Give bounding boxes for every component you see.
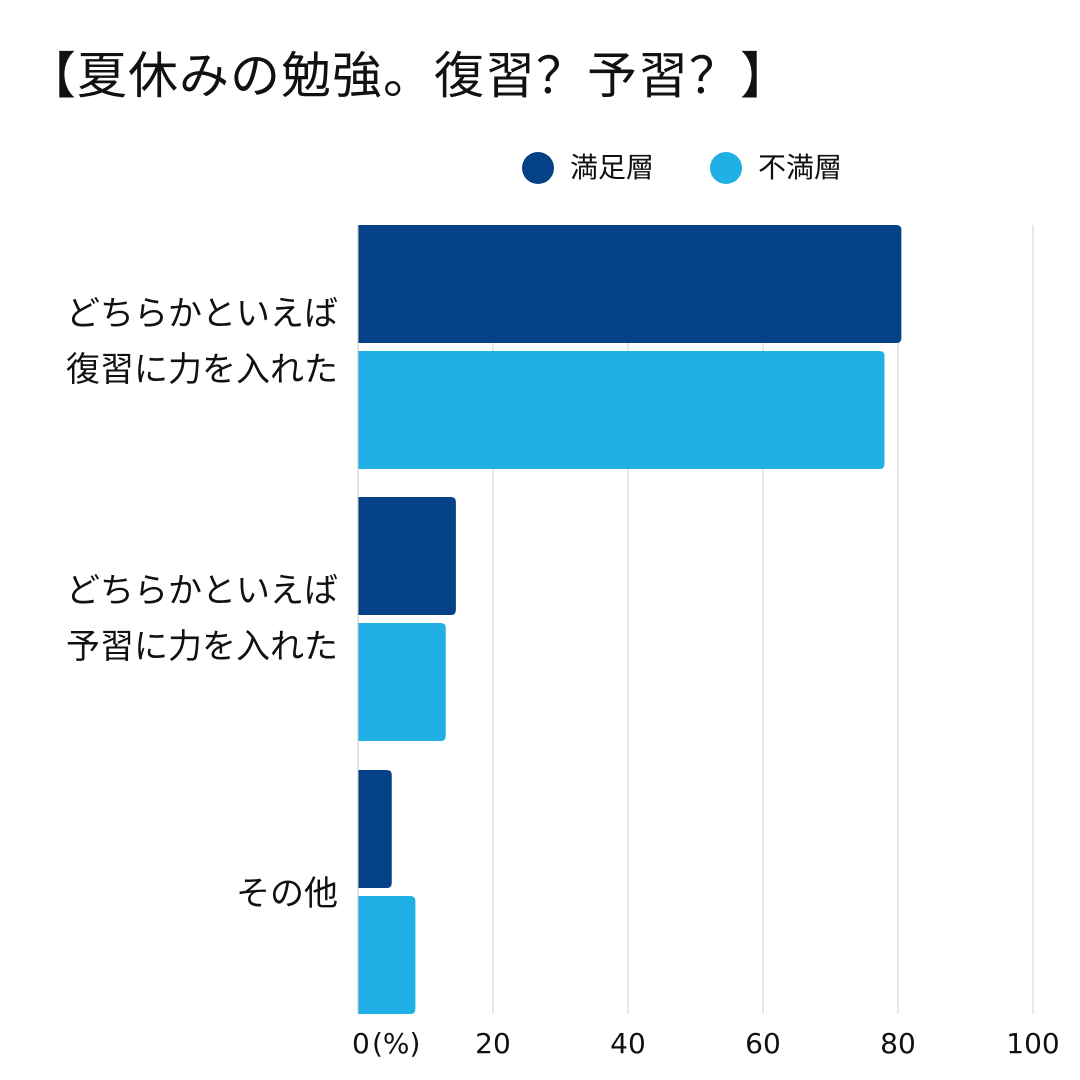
bar-cat1-series1: [358, 623, 446, 741]
x-axis-unit-label: (%): [372, 1027, 420, 1060]
x-tick-label-80: 80: [880, 1027, 916, 1060]
category-label-preview: どちらかといえば 予習に力を入れた: [66, 571, 338, 667]
bar-cat0-series0: [358, 225, 902, 343]
bar-cat2-series0: [358, 770, 392, 888]
x-tick-label-40: 40: [610, 1027, 646, 1060]
legend-label-satisfied: 満足層: [570, 151, 655, 184]
x-tick-label-20: 20: [475, 1027, 511, 1060]
x-tick-label-0: 0: [352, 1027, 370, 1060]
legend: 満足層 不満層: [522, 148, 898, 188]
x-tick-label-100: 100: [1006, 1027, 1059, 1060]
bar-cat1-series0: [358, 497, 456, 615]
bar-cat2-series1: [358, 896, 416, 1014]
category-label-review: どちらかといえば 復習に力を入れた: [66, 294, 338, 390]
legend-item-dissatisfied: 不満層: [710, 148, 842, 188]
legend-label-dissatisfied: 不満層: [758, 151, 843, 184]
x-tick-label-60: 60: [745, 1027, 781, 1060]
legend-swatch-satisfied: [522, 152, 554, 184]
legend-item-satisfied: 満足層: [522, 148, 654, 188]
legend-swatch-dissatisfied: [710, 152, 743, 184]
category-label-other: その他: [236, 874, 338, 914]
bar-cat0-series1: [358, 351, 885, 469]
chart-title: 【夏休みの勉強。復習？予習？】: [26, 47, 791, 105]
